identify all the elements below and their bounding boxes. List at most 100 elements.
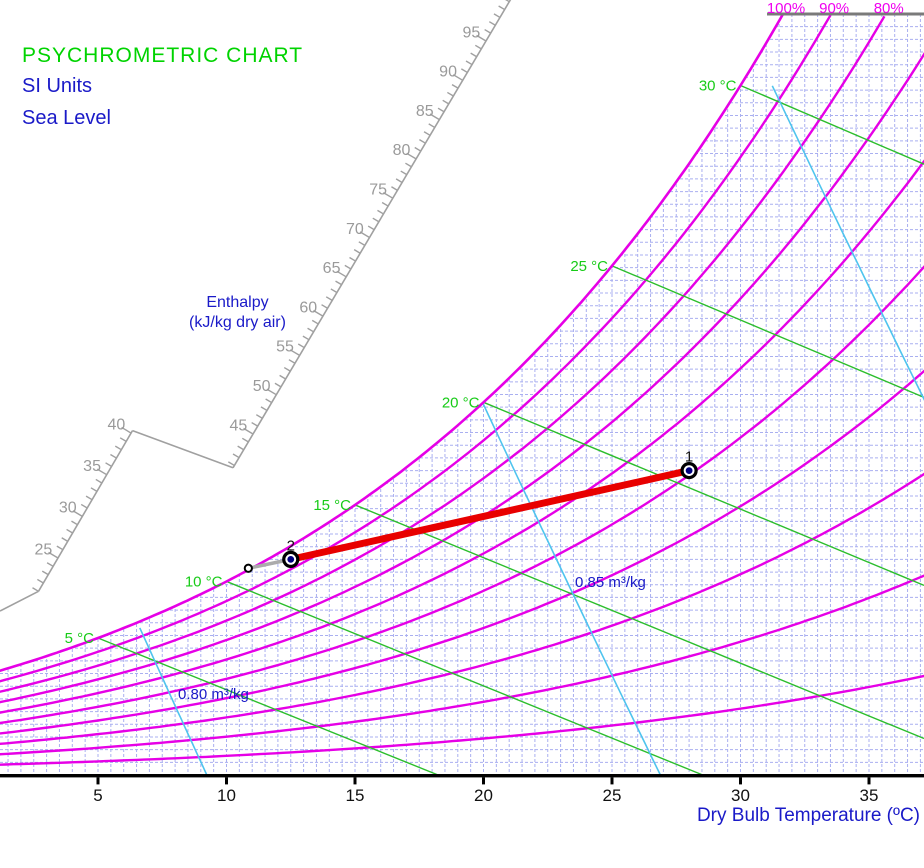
state-point-1[interactable] — [680, 462, 698, 480]
rh-curve-70 — [0, 43, 924, 709]
enthalpy-tick — [260, 406, 268, 412]
enthalpy-tick — [288, 359, 296, 364]
enthalpy-axis-connector — [132, 429, 234, 469]
wet-bulb-line-15 — [354, 504, 924, 740]
enthalpy-axis-title-line2: (kJ/kg dry air) — [189, 314, 286, 331]
enthalpy-tick — [321, 304, 328, 309]
enthalpy-tick — [311, 319, 319, 325]
state-point-dot[interactable] — [287, 555, 295, 563]
enthalpy-tick — [266, 388, 277, 396]
wet-bulb-line-20 — [483, 401, 924, 587]
x-axis-title: Dry Bulb Temperature (ºC) — [696, 805, 920, 826]
enthalpy-tick — [297, 343, 305, 349]
enthalpy-tick — [423, 131, 431, 136]
enthalpy-tick — [325, 296, 333, 301]
enthalpy-tick — [105, 462, 112, 467]
page-title: PSYCHROMETRIC CHART — [22, 44, 304, 67]
enthalpy-tick — [437, 107, 445, 113]
rh-curve-40 — [0, 364, 924, 738]
enthalpy-tick — [121, 426, 132, 434]
enthalpy-tick — [447, 91, 454, 97]
enthalpy-tick — [353, 249, 361, 254]
enthalpy-tick — [232, 453, 240, 459]
enthalpy-tick — [96, 468, 108, 476]
x-axis-tick-label: 30 — [731, 786, 750, 805]
enthalpy-tick — [241, 437, 249, 443]
enthalpy-tick — [66, 528, 73, 534]
enthalpy-axis: 25 30 35 40 45 50 55 60 65 70 75 80 85 90 95 — [0, 0, 512, 612]
enthalpy-axis-line — [37, 430, 134, 592]
enthalpy-tick — [313, 309, 324, 317]
x-axis-tick — [96, 777, 100, 785]
enthalpy-tick — [419, 139, 426, 144]
wet-bulb-label-20: 20 °C — [442, 394, 480, 411]
enthalpy-tick — [255, 414, 263, 419]
state-point-2[interactable] — [282, 550, 300, 568]
x-axis-tick-label: 15 — [346, 786, 365, 805]
enthalpy-tick — [382, 191, 394, 199]
enthalpy-tick — [72, 510, 83, 517]
x-axis-line — [0, 774, 924, 778]
enthalpy-tick-label: 60 — [299, 299, 317, 316]
state-point-label-2: 2 — [287, 537, 295, 554]
wet-bulb-line-30 — [740, 84, 924, 165]
enthalpy-tick — [349, 256, 356, 262]
enthalpy-tick — [330, 288, 338, 294]
enthalpy-tick — [451, 83, 459, 89]
enthalpy-tick — [335, 280, 342, 286]
specific-volume-line-0.80 — [139, 627, 208, 776]
enthalpy-tick — [359, 231, 370, 239]
enthalpy-tick — [302, 335, 310, 341]
enthalpy-tick — [428, 123, 436, 129]
enthalpy-tick — [41, 570, 49, 576]
x-axis-tick — [482, 777, 485, 785]
x-axis-tick — [610, 777, 614, 785]
x-axis-tick-label: 35 — [860, 786, 879, 805]
enthalpy-tick — [56, 545, 64, 551]
rh-curve-80 — [0, 15, 886, 699]
enthalpy-tick-label: 45 — [229, 417, 247, 434]
enthalpy-tick-label: 55 — [276, 339, 294, 356]
enthalpy-tick — [283, 366, 291, 372]
enthalpy-axis-line — [232, 0, 512, 469]
enthalpy-tick — [237, 445, 245, 451]
leader-end-dot[interactable] — [243, 563, 253, 573]
x-axis-tick-label: 25 — [603, 786, 622, 805]
enthalpy-tick — [85, 495, 93, 501]
state-point-dot[interactable] — [685, 467, 693, 474]
rh-curve-60 — [0, 151, 924, 719]
enthalpy-tick-label: 50 — [253, 378, 271, 395]
rh-curve-20 — [0, 571, 924, 757]
saturation-curve — [0, 13, 785, 673]
enthalpy-tick — [48, 551, 59, 559]
x-axis-tick — [353, 777, 357, 785]
enthalpy-tick-label: 80 — [393, 142, 411, 159]
subtitle-units: SI Units — [22, 75, 93, 97]
enthalpy-axis-tail — [0, 590, 39, 612]
enthalpy-tick — [377, 209, 384, 215]
enthalpy-tick — [358, 241, 366, 246]
curves — [0, 14, 924, 776]
wet-bulb-label-10: 10 °C — [185, 573, 223, 590]
x-axis-tick — [867, 777, 871, 785]
enthalpy-tick-label: 70 — [346, 221, 364, 238]
enthalpy-tick — [37, 578, 44, 584]
enthalpy-tick — [110, 453, 117, 459]
specific-volume-label-0.85: 0.85 m³/kg — [575, 574, 646, 591]
enthalpy-tick — [307, 327, 314, 333]
state-point-label-1: 1 — [685, 449, 693, 466]
enthalpy-tick — [476, 34, 487, 42]
x-axis-tick-label: 5 — [93, 786, 102, 805]
enthalpy-tick — [414, 146, 422, 152]
enthalpy-tick — [95, 478, 103, 484]
enthalpy-tick — [452, 74, 464, 81]
enthalpy-tick-label: 40 — [108, 416, 126, 433]
enthalpy-tick — [498, 5, 505, 11]
enthalpy-tick — [429, 113, 440, 121]
enthalpy-tick-label: 30 — [59, 500, 77, 517]
enthalpy-tick-label: 85 — [416, 103, 434, 120]
enthalpy-tick — [80, 503, 88, 509]
enthalpy-tick — [265, 398, 272, 404]
